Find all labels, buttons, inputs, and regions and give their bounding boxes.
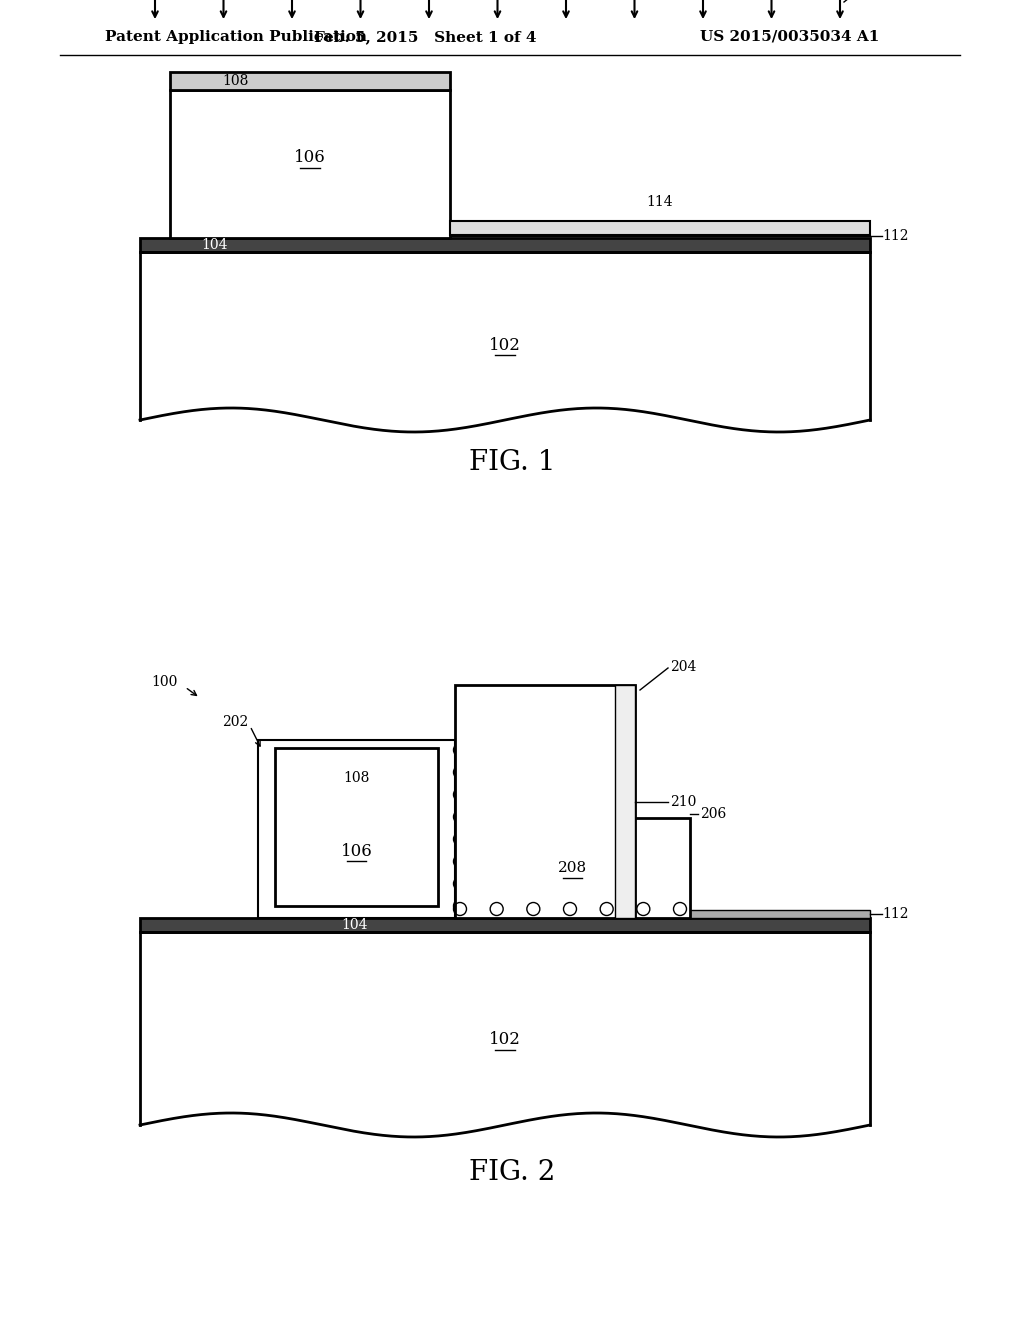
Text: Feb. 5, 2015   Sheet 1 of 4: Feb. 5, 2015 Sheet 1 of 4 [313, 30, 537, 44]
Text: FIG. 1: FIG. 1 [469, 449, 555, 475]
Text: FIG. 2: FIG. 2 [469, 1159, 555, 1185]
Bar [450, 220, 870, 235]
Text: 204: 204 [670, 660, 696, 675]
Text: 208: 208 [558, 861, 587, 875]
Bar [140, 238, 870, 252]
Text: US 2015/0035034 A1: US 2015/0035034 A1 [700, 30, 880, 44]
Text: 100: 100 [152, 675, 178, 689]
Text: 106: 106 [294, 149, 326, 166]
Bar [275, 748, 438, 906]
Text: 112: 112 [882, 907, 908, 921]
Text: 108: 108 [222, 74, 248, 88]
Bar [258, 741, 455, 917]
Text: 102: 102 [489, 1031, 521, 1048]
Bar [455, 685, 635, 917]
Text: 102: 102 [489, 337, 521, 354]
Text: 106: 106 [341, 842, 373, 859]
Text: 104: 104 [342, 917, 369, 932]
Text: 114: 114 [647, 195, 674, 209]
Text: 202: 202 [222, 715, 248, 729]
Bar [170, 90, 450, 238]
Bar [170, 73, 450, 90]
Text: 112: 112 [882, 228, 908, 243]
Text: 104: 104 [202, 238, 228, 252]
Text: 210: 210 [670, 795, 696, 808]
Text: 108: 108 [343, 771, 370, 785]
Bar [520, 909, 870, 917]
Bar [615, 685, 635, 917]
Bar [635, 818, 690, 917]
Text: 206: 206 [700, 807, 726, 821]
Bar [140, 917, 870, 932]
Text: Patent Application Publication: Patent Application Publication [105, 30, 367, 44]
